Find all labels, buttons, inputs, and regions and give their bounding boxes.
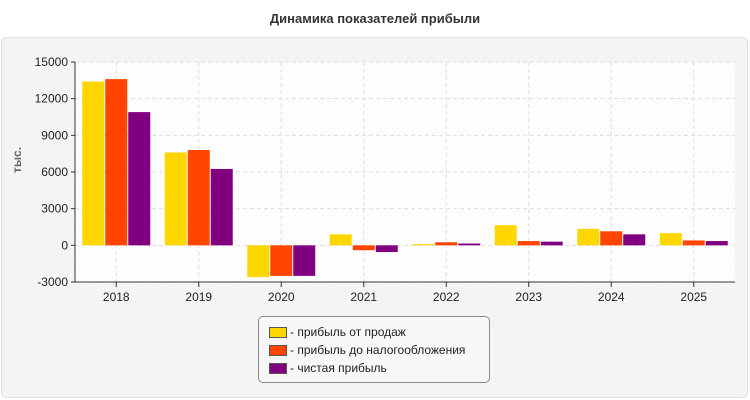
chart-title: Динамика показателей прибыли (269, 11, 481, 26)
y-tick-label: 3000 (41, 202, 68, 216)
bar (128, 112, 151, 246)
bar (540, 241, 563, 246)
bar (105, 79, 128, 246)
bar (435, 242, 458, 246)
bar (412, 244, 435, 246)
legend-label-net-profit: - чистая прибыль (290, 361, 387, 375)
bar (494, 225, 517, 246)
bar (187, 150, 210, 246)
x-tick-label: 2023 (515, 290, 542, 304)
bar (517, 241, 540, 246)
legend-swatch-sales-profit (269, 326, 287, 338)
bar (375, 245, 398, 253)
legend: - прибыль от продаж - прибыль до налогоо… (258, 316, 490, 383)
bar (82, 81, 105, 246)
bar (577, 228, 600, 246)
bar (352, 245, 375, 251)
bar (293, 245, 316, 276)
bars (82, 79, 728, 278)
legend-item-net-profit: - чистая прибыль (269, 359, 489, 377)
axes: -3000 0 3000 6000 9000 12000 15000 2018 2019 2020… (35, 55, 735, 304)
y-tick-label: 6000 (41, 165, 68, 179)
y-tick-label: 9000 (41, 128, 68, 142)
x-tick-label: 2019 (185, 290, 212, 304)
bar (210, 168, 233, 246)
bar (705, 241, 728, 246)
legend-label-pretax-profit: - прибыль до налогообложения (290, 343, 466, 357)
bar (659, 233, 682, 246)
bar (600, 231, 623, 246)
x-tick-label: 2025 (680, 290, 707, 304)
y-tick-label: 12000 (35, 92, 69, 106)
x-tick-label: 2020 (268, 290, 295, 304)
legend-item-pretax-profit: - прибыль до налогообложения (269, 341, 489, 359)
bar (682, 240, 705, 246)
bar (270, 245, 293, 276)
bar (623, 234, 646, 246)
y-tick-label: 0 (61, 238, 68, 252)
bar (329, 234, 352, 246)
bar (247, 245, 270, 278)
y-axis-label: тыс. (10, 147, 24, 173)
x-tick-label: 2022 (433, 290, 460, 304)
x-tick-label: 2024 (598, 290, 625, 304)
legend-swatch-net-profit (269, 362, 287, 374)
x-tick-label: 2018 (103, 290, 130, 304)
legend-item-sales-profit: - прибыль от продаж (269, 323, 489, 341)
bar (458, 243, 481, 246)
x-tick-label: 2021 (350, 290, 377, 304)
y-tick-label: 15000 (35, 55, 69, 69)
bar (164, 152, 187, 246)
y-tick-label: -3000 (37, 275, 68, 289)
legend-swatch-pretax-profit (269, 344, 287, 356)
legend-label-sales-profit: - прибыль от продаж (290, 325, 406, 339)
